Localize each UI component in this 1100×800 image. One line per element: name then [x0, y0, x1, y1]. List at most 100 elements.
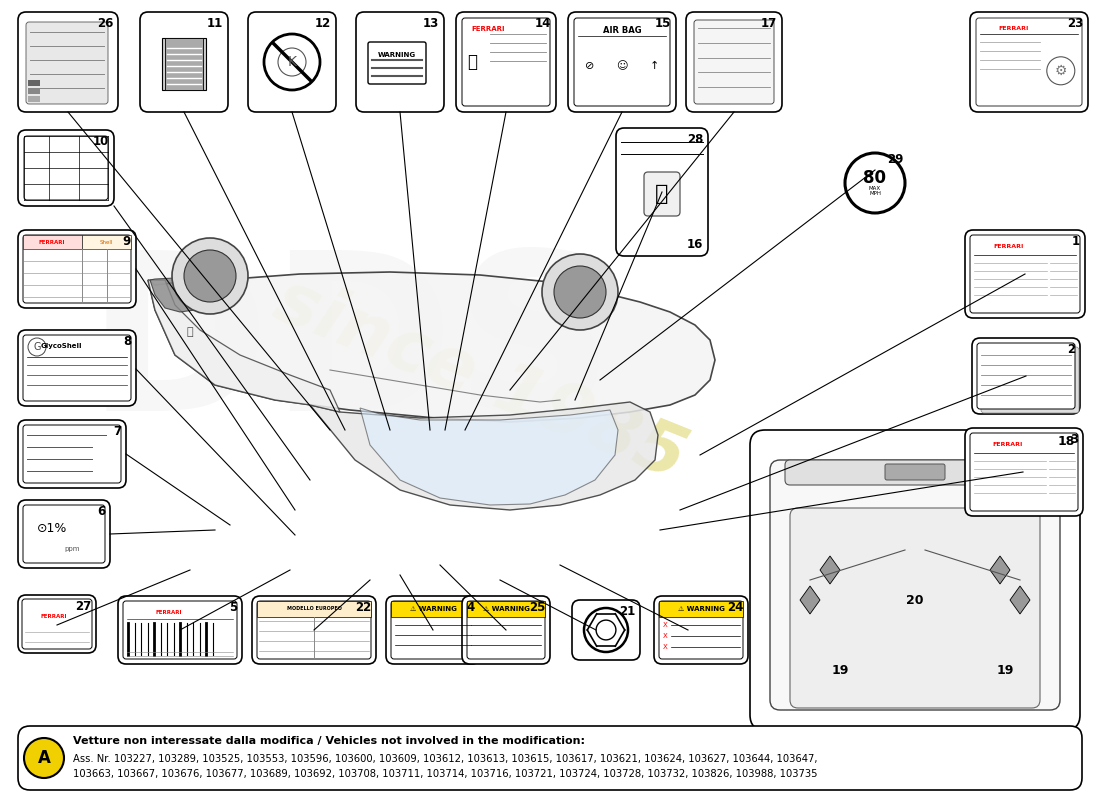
FancyBboxPatch shape: [257, 601, 371, 659]
Circle shape: [845, 153, 905, 213]
FancyBboxPatch shape: [23, 335, 131, 401]
Text: 103663, 103667, 103676, 103677, 103689, 103692, 103708, 103711, 103714, 103716, : 103663, 103667, 103676, 103677, 103689, …: [73, 769, 817, 779]
Text: 3: 3: [1070, 433, 1078, 446]
Text: ppm: ppm: [65, 546, 80, 551]
Text: A: A: [37, 749, 51, 767]
Text: ☺: ☺: [616, 62, 628, 71]
FancyBboxPatch shape: [970, 235, 1080, 313]
FancyBboxPatch shape: [686, 12, 782, 112]
FancyBboxPatch shape: [468, 601, 544, 659]
Text: 26: 26: [97, 17, 113, 30]
Text: Ass. Nr. 103227, 103289, 103525, 103553, 103596, 103600, 103609, 103612, 103613,: Ass. Nr. 103227, 103289, 103525, 103553,…: [73, 754, 817, 764]
FancyBboxPatch shape: [18, 130, 114, 206]
Text: 21: 21: [618, 605, 635, 618]
FancyBboxPatch shape: [368, 42, 426, 84]
Polygon shape: [310, 402, 658, 510]
FancyBboxPatch shape: [18, 726, 1082, 790]
Text: FERRARI: FERRARI: [998, 26, 1028, 31]
Bar: [390, 601, 475, 617]
FancyBboxPatch shape: [574, 18, 670, 106]
Bar: [165, 38, 204, 90]
FancyBboxPatch shape: [694, 20, 774, 104]
FancyBboxPatch shape: [977, 343, 1075, 409]
Polygon shape: [1010, 586, 1030, 614]
Text: ⊙1%: ⊙1%: [36, 522, 67, 534]
FancyBboxPatch shape: [972, 338, 1080, 414]
Text: 10: 10: [92, 135, 109, 148]
Text: 14: 14: [535, 17, 551, 30]
FancyBboxPatch shape: [386, 596, 480, 664]
Text: ⚠ WARNING: ⚠ WARNING: [483, 606, 529, 612]
Circle shape: [264, 34, 320, 90]
Text: G: G: [33, 342, 41, 352]
FancyBboxPatch shape: [26, 22, 108, 104]
Text: 12: 12: [315, 17, 331, 30]
FancyBboxPatch shape: [659, 601, 742, 659]
FancyBboxPatch shape: [462, 596, 550, 664]
Text: FERRARI: FERRARI: [41, 614, 67, 619]
Text: X: X: [662, 633, 668, 639]
Text: X: X: [662, 644, 668, 650]
Polygon shape: [800, 586, 820, 614]
Text: 19: 19: [997, 663, 1014, 677]
FancyBboxPatch shape: [785, 460, 1045, 485]
Text: 8: 8: [123, 335, 131, 348]
Circle shape: [24, 738, 64, 778]
Text: X: X: [662, 622, 668, 628]
Polygon shape: [990, 556, 1010, 584]
Text: 18: 18: [1057, 435, 1075, 448]
Polygon shape: [820, 556, 840, 584]
Bar: [28, 80, 40, 86]
Text: FERRARI: FERRARI: [155, 610, 182, 615]
Text: MAX
MPH: MAX MPH: [869, 186, 881, 196]
FancyBboxPatch shape: [970, 12, 1088, 112]
Text: FERRARI: FERRARI: [472, 26, 505, 32]
Text: 25: 25: [529, 601, 544, 614]
Text: WARNING: WARNING: [378, 52, 416, 58]
FancyBboxPatch shape: [976, 18, 1082, 106]
FancyBboxPatch shape: [886, 464, 945, 480]
Text: ↑: ↑: [649, 62, 659, 71]
Text: DDS: DDS: [86, 243, 615, 457]
FancyBboxPatch shape: [18, 420, 126, 488]
Text: 🐎: 🐎: [468, 53, 477, 71]
FancyBboxPatch shape: [770, 460, 1060, 710]
Bar: [28, 88, 40, 94]
FancyBboxPatch shape: [248, 12, 336, 112]
FancyBboxPatch shape: [790, 508, 1040, 708]
FancyBboxPatch shape: [644, 172, 680, 216]
Text: 22: 22: [354, 601, 371, 614]
FancyBboxPatch shape: [18, 12, 118, 112]
Text: ⛽: ⛽: [656, 184, 669, 204]
FancyBboxPatch shape: [965, 230, 1085, 318]
Text: FERRARI: FERRARI: [992, 442, 1023, 447]
Text: ⚠ WARNING: ⚠ WARNING: [409, 606, 456, 612]
FancyBboxPatch shape: [123, 601, 236, 659]
Polygon shape: [360, 408, 618, 505]
Bar: [82, 235, 131, 249]
FancyBboxPatch shape: [24, 136, 108, 200]
FancyBboxPatch shape: [356, 12, 444, 112]
FancyBboxPatch shape: [18, 330, 136, 406]
Text: 6: 6: [97, 505, 104, 518]
Bar: [257, 601, 371, 617]
Text: GlycoShell: GlycoShell: [41, 343, 81, 349]
Text: FERRARI: FERRARI: [993, 244, 1024, 249]
Text: 7: 7: [113, 425, 121, 438]
Bar: [659, 601, 742, 617]
FancyBboxPatch shape: [568, 12, 676, 112]
Text: 16: 16: [686, 238, 703, 251]
Text: since 1985: since 1985: [264, 266, 695, 494]
FancyBboxPatch shape: [616, 128, 708, 256]
Text: Shell: Shell: [99, 239, 113, 245]
Text: ⚠ WARNING: ⚠ WARNING: [678, 606, 725, 612]
Circle shape: [584, 608, 628, 652]
Text: ⊘: ⊘: [585, 62, 595, 71]
FancyBboxPatch shape: [18, 500, 110, 568]
FancyBboxPatch shape: [252, 596, 376, 664]
Text: 29: 29: [887, 153, 903, 166]
Polygon shape: [148, 280, 340, 412]
Polygon shape: [148, 272, 715, 422]
FancyBboxPatch shape: [572, 600, 640, 660]
Text: 80: 80: [864, 169, 887, 187]
